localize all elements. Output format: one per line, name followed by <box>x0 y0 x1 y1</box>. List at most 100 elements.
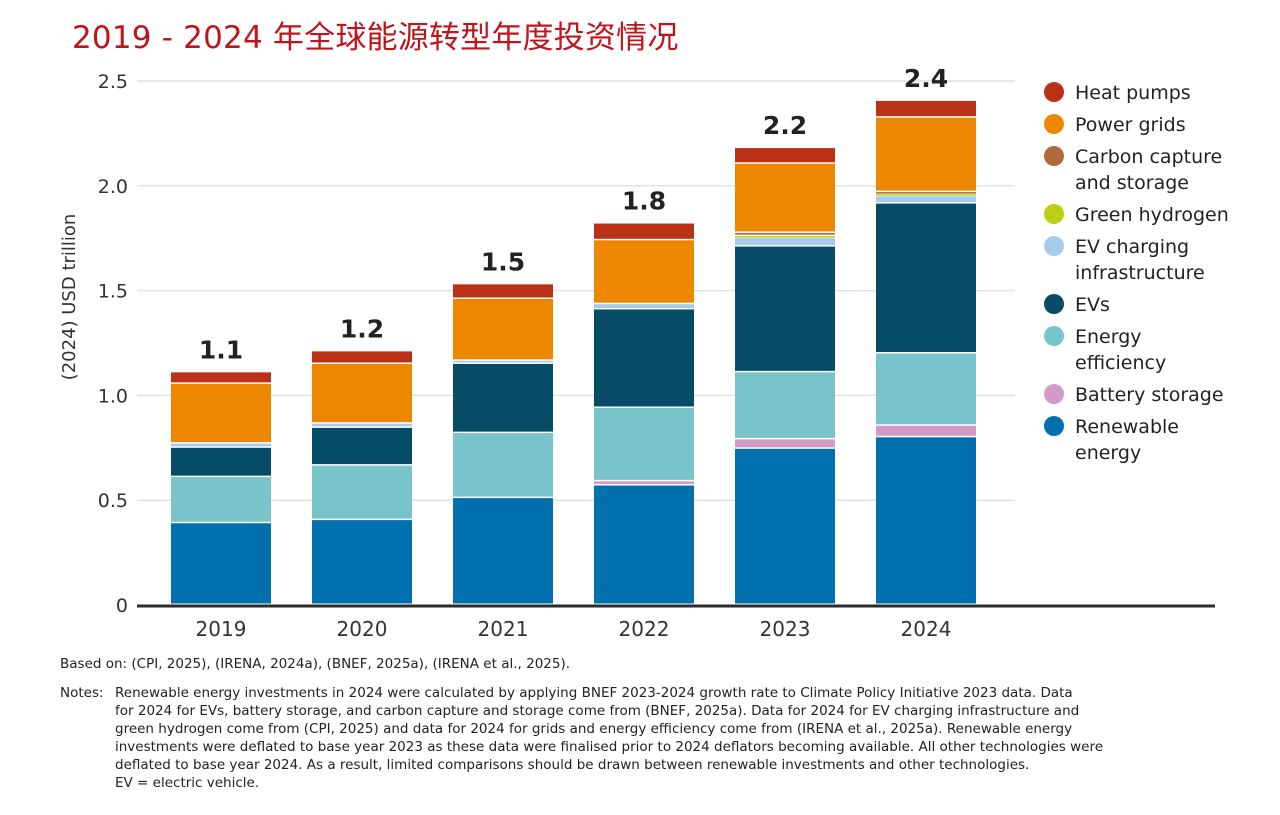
bar-segment-battery-storage <box>594 481 694 485</box>
bar-segment-ev-charging-infrastructure <box>171 443 271 447</box>
legend-label: Renewable energy <box>1075 414 1179 466</box>
legend-item: Heat pumps <box>1044 80 1280 106</box>
bar-segment-ev-charging-infrastructure <box>876 196 976 203</box>
legend-label-line: Renewable <box>1075 416 1179 438</box>
legend-label-line: EV charging <box>1075 236 1190 258</box>
legend-item: Green hydrogen <box>1044 202 1280 228</box>
legend-item: EVs <box>1044 292 1280 318</box>
total-label: 1.8 <box>622 187 666 216</box>
bar-segment-renewable-energy <box>594 485 694 604</box>
bars <box>171 100 976 604</box>
bar-segment-power-grids <box>453 298 553 360</box>
bar-segment-power-grids <box>594 240 694 303</box>
legend-swatch-icon <box>1044 326 1064 346</box>
legend-swatch-icon <box>1044 416 1064 436</box>
legend-label-line: Battery storage <box>1075 384 1224 406</box>
bar-segment-carbon-capture-and-storage <box>735 232 835 235</box>
bar-segment-heat-pumps <box>594 223 694 239</box>
bar-segment-energy-efficiency <box>312 465 412 519</box>
bar-segment-renewable-energy <box>876 437 976 604</box>
legend-swatch-icon <box>1044 146 1064 166</box>
notes-body: Renewable energy investments in 2024 wer… <box>115 684 1270 792</box>
y-axis-ticks: 0 0.5 1.0 1.5 2.0 2.5 <box>98 71 128 617</box>
bar-stack-2023 <box>735 148 835 604</box>
bar-segment-energy-efficiency <box>453 433 553 497</box>
x-tick-label: 2019 <box>196 617 247 641</box>
legend-swatch-icon <box>1044 236 1064 256</box>
bar-stack-2019 <box>171 372 271 604</box>
legend-label: EV charging infrastructure <box>1075 234 1205 286</box>
stacked-bar-chart: 0 0.5 1.0 1.5 2.0 2.5 (2024) USD trillion 1.1… <box>59 64 1215 641</box>
bar-segment-renewable-energy <box>171 523 271 604</box>
total-label: 1.5 <box>481 247 525 276</box>
total-label: 2.4 <box>904 64 948 93</box>
legend-label-line: EVs <box>1075 294 1110 316</box>
legend-label-line: Power grids <box>1075 114 1186 136</box>
legend-label: Energy efficiency <box>1075 324 1166 376</box>
bar-segment-power-grids <box>312 363 412 423</box>
legend-label: Green hydrogen <box>1075 202 1229 228</box>
bar-segment-evs <box>876 203 976 352</box>
bar-segment-heat-pumps <box>171 372 271 383</box>
legend-swatch-icon <box>1044 204 1064 224</box>
bar-segment-energy-efficiency <box>735 372 835 438</box>
bar-segment-evs <box>735 246 835 371</box>
legend-label-line: energy <box>1075 442 1142 464</box>
bar-stack-2024 <box>876 100 976 604</box>
legend-item: Renewable energy <box>1044 414 1280 466</box>
bar-segment-heat-pumps <box>312 351 412 363</box>
bar-segment-heat-pumps <box>735 148 835 163</box>
x-tick-label: 2023 <box>760 617 811 641</box>
notes: Notes: Renewable energy investments in 2… <box>60 684 1270 792</box>
legend-item: Carbon capture and storage <box>1044 144 1280 196</box>
x-tick-label: 2022 <box>619 617 670 641</box>
bar-segment-renewable-energy <box>735 448 835 604</box>
x-tick-label: 2021 <box>478 617 529 641</box>
x-axis-ticks: 2019 2020 2021 2022 2023 2024 <box>196 617 952 641</box>
bar-stack-2021 <box>453 284 553 604</box>
legend-item: Power grids <box>1044 112 1280 138</box>
legend-label-line: and storage <box>1075 172 1189 194</box>
legend-item: EV charging infrastructure <box>1044 234 1280 286</box>
notes-line: green hydrogen come from (CPI, 2025) and… <box>115 721 1073 737</box>
x-tick-label: 2020 <box>337 617 388 641</box>
legend-label: Heat pumps <box>1075 80 1191 106</box>
legend: Heat pumps Power grids Carbon capture and s… <box>1044 80 1280 472</box>
legend-label: Carbon capture and storage <box>1075 144 1222 196</box>
bar-segment-power-grids <box>171 383 271 443</box>
gridlines <box>137 80 1015 501</box>
notes-label: Notes: <box>60 685 104 701</box>
bar-segment-evs <box>171 447 271 476</box>
bar-segment-ev-charging-infrastructure <box>735 238 835 246</box>
bar-segment-ev-charging-infrastructure <box>312 423 412 427</box>
legend-item: Battery storage <box>1044 382 1280 408</box>
notes-line: investments were deflated to base year 2… <box>115 739 1104 755</box>
y-tick-label: 2.5 <box>98 71 128 93</box>
legend-label: Power grids <box>1075 112 1186 138</box>
y-tick-label: 2.0 <box>98 176 128 198</box>
legend-label: EVs <box>1075 292 1110 318</box>
legend-label-line: infrastructure <box>1075 262 1205 284</box>
x-tick-label: 2024 <box>901 617 952 641</box>
legend-label-line: Carbon capture <box>1075 146 1223 168</box>
bar-segment-heat-pumps <box>876 100 976 117</box>
legend-label-line: Heat pumps <box>1075 82 1191 104</box>
y-tick-label: 1.5 <box>98 281 128 303</box>
bar-segment-heat-pumps <box>453 284 553 298</box>
bar-segment-green-hydrogen <box>876 194 976 196</box>
bar-segment-energy-efficiency <box>594 407 694 480</box>
total-label: 2.2 <box>763 111 807 140</box>
bar-segment-ev-charging-infrastructure <box>594 304 694 308</box>
legend-label-line: Green hydrogen <box>1075 204 1229 226</box>
bar-segment-evs <box>312 427 412 465</box>
source-note: Based on: (CPI, 2025), (IRENA, 2024a), (… <box>60 656 571 672</box>
total-label: 1.2 <box>340 314 384 343</box>
legend-item: Energy efficiency <box>1044 324 1280 376</box>
total-labels: 1.1 1.2 1.5 1.8 2.2 2.4 <box>199 64 948 364</box>
bar-segment-evs <box>453 363 553 432</box>
bar-segment-ev-charging-infrastructure <box>453 360 553 363</box>
chart-title: 2019 - 2024 年全球能源转型年度投资情况 <box>72 20 679 56</box>
bar-segment-battery-storage <box>876 425 976 436</box>
bar-segment-power-grids <box>876 117 976 191</box>
bar-segment-energy-efficiency <box>876 353 976 425</box>
